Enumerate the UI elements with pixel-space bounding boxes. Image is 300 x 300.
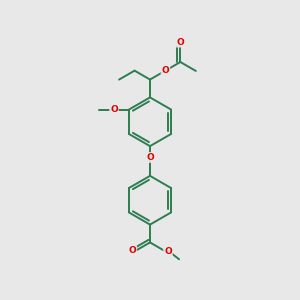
Text: O: O (110, 105, 118, 114)
Text: O: O (164, 247, 172, 256)
Text: O: O (146, 153, 154, 162)
Text: O: O (128, 246, 136, 255)
Text: O: O (176, 38, 184, 46)
Text: O: O (162, 66, 169, 75)
